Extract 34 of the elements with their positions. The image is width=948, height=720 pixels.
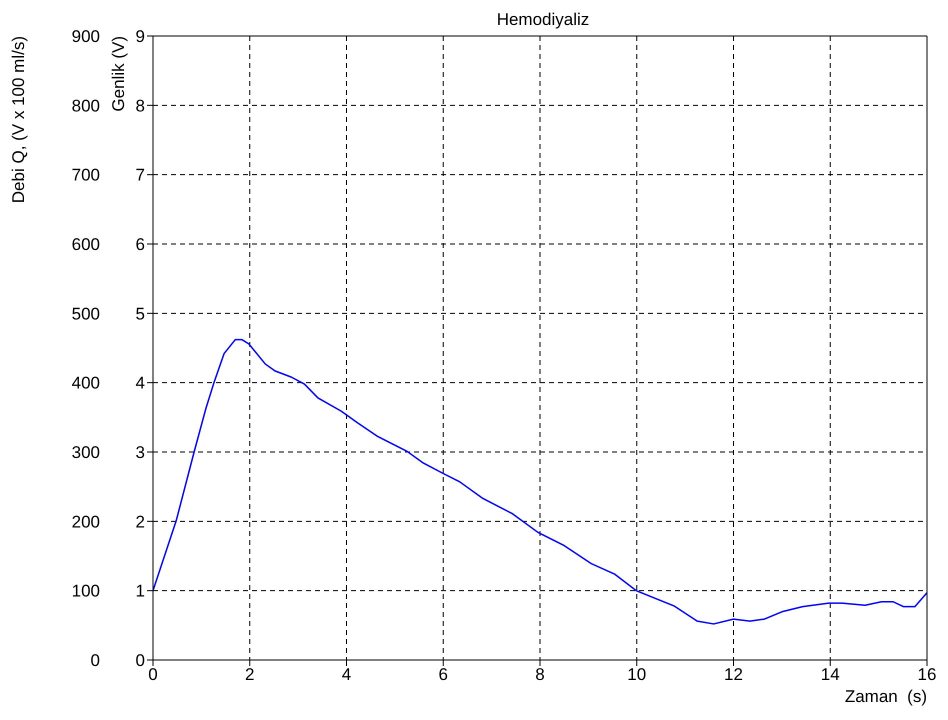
y2-tick-label: 200 — [72, 512, 100, 532]
y-tick-label: 7 — [136, 166, 145, 185]
y2-tick-label: 400 — [72, 374, 100, 393]
y2-tick-label: 100 — [72, 582, 100, 601]
x-tick-label: 4 — [342, 665, 352, 684]
x-tick-label: 10 — [627, 665, 646, 684]
y2-tick-label: 700 — [72, 166, 100, 185]
y-tick-label: 2 — [136, 512, 145, 532]
line-series — [153, 338, 927, 625]
y-axis-title: Genlik (V) — [109, 36, 128, 112]
y2-tick-label: 0 — [90, 651, 100, 670]
x-tick-label: 12 — [724, 665, 743, 684]
x-tick-label: 2 — [245, 665, 254, 684]
y-tick-label: 8 — [136, 96, 145, 116]
x-tick-label: 14 — [820, 665, 840, 684]
y2-tick-label: 800 — [72, 96, 100, 116]
y2-tick-label: 300 — [72, 443, 100, 462]
x-axis-title: Zaman (s) — [844, 687, 927, 706]
y2-tick-label: 900 — [72, 27, 100, 46]
y2-tick-label: 600 — [72, 235, 100, 254]
y-tick-label: 9 — [136, 27, 145, 46]
y-tick-label: 4 — [136, 374, 145, 393]
y-tick-label: 6 — [136, 235, 145, 254]
x-tick-label: 8 — [535, 665, 545, 684]
chart-title: Hemodiyaliz — [496, 10, 590, 30]
x-tick-label: 16 — [918, 665, 936, 684]
y-tick-label: 1 — [136, 582, 145, 601]
y-tick-label: 3 — [136, 443, 145, 462]
y-tick-label: 5 — [136, 304, 145, 324]
y2-tick-label: 500 — [72, 304, 100, 324]
x-tick-label: 0 — [148, 665, 158, 684]
y-tick-label: 0 — [136, 651, 145, 670]
y2-axis-title: Debi Q, (V x 100 ml/s) — [9, 36, 28, 204]
x-tick-label: 6 — [438, 665, 448, 684]
